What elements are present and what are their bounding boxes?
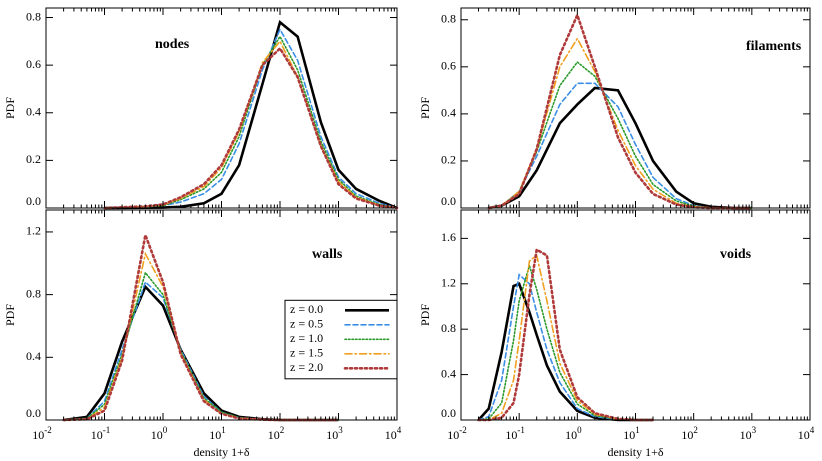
panel-label: nodes — [155, 37, 190, 52]
y-tick-label: 0.4 — [26, 349, 41, 363]
x-tick-base: 10 — [623, 428, 635, 442]
x-tick-label: 10-1 — [505, 425, 525, 442]
x-tick-base: 10 — [505, 428, 517, 442]
x-tick-exponent: 3 — [752, 425, 757, 435]
legend-label: z = 1.5 — [290, 346, 323, 360]
legend: z = 0.0z = 0.5z = 1.0z = 1.5z = 2.0 — [284, 299, 398, 380]
x-tick-label: 101 — [623, 425, 640, 442]
y-tick-label: 0.2 — [26, 152, 41, 166]
pdf-curve — [477, 254, 654, 421]
y-axis-label: PDF — [3, 97, 17, 119]
x-tick-base: 10 — [209, 428, 221, 442]
x-tick-base: 10 — [32, 428, 44, 442]
y-tick-label: 0.8 — [26, 9, 41, 23]
panel: 0.0 0.2 0.4 0.6 0.8 nodes PDF — [3, 7, 399, 210]
y-axis-label: PDF — [418, 304, 432, 326]
plot-frame — [460, 7, 811, 209]
y-axis-label: PDF — [418, 97, 432, 119]
x-tick-exponent: 1 — [221, 425, 226, 435]
x-tick-base: 10 — [91, 428, 103, 442]
y-tick-label: 1.2 — [26, 224, 41, 238]
y-tick-label: 0.0 — [26, 194, 41, 208]
x-tick-exponent: -1 — [517, 425, 525, 435]
x-tick-label: 104 — [385, 425, 402, 442]
pdf-curve — [487, 82, 753, 209]
panel: 0.0 0.2 0.4 0.6 0.8 filaments PDF — [418, 7, 811, 210]
pdf-curve — [477, 247, 655, 422]
pdf-curve — [103, 27, 398, 209]
x-tick-exponent: 3 — [338, 425, 343, 435]
x-tick-label: 10-1 — [91, 425, 111, 442]
x-tick-label: 104 — [798, 425, 815, 442]
x-tick-exponent: 0 — [577, 425, 582, 435]
x-tick-exponent: 2 — [693, 425, 698, 435]
x-tick-exponent: -2 — [44, 425, 52, 435]
y-tick-label: 0.8 — [441, 321, 456, 335]
pdf-curve — [104, 20, 398, 210]
x-axis-label: density 1+δ — [607, 445, 663, 459]
legend-label: z = 2.0 — [290, 360, 323, 374]
y-tick-label: 0.0 — [441, 194, 456, 208]
y-tick-label: 0.8 — [26, 286, 41, 300]
x-tick-base: 10 — [681, 428, 693, 442]
y-tick-label: 0.6 — [441, 59, 456, 73]
x-tick-exponent: 1 — [635, 425, 640, 435]
x-tick-label: 100 — [565, 425, 582, 442]
y-tick-label: 0.4 — [441, 106, 456, 120]
y-tick-label: 1.6 — [441, 230, 456, 244]
y-tick-label: 0.4 — [441, 366, 456, 380]
x-tick-exponent: 0 — [163, 425, 168, 435]
x-tick-base: 10 — [151, 428, 163, 442]
x-tick-exponent: 4 — [397, 425, 402, 435]
x-tick-label: 101 — [209, 425, 226, 442]
x-tick-base: 10 — [798, 428, 810, 442]
y-axis-label: PDF — [3, 304, 17, 326]
panel-label: voids — [720, 247, 752, 262]
x-tick-label: 103 — [740, 425, 757, 442]
y-tick-label: 0.6 — [26, 57, 41, 71]
legend-label: z = 1.0 — [290, 331, 323, 345]
pdf-curve — [103, 46, 399, 210]
x-tick-base: 10 — [268, 428, 280, 442]
panel: 10-2 10-1 100 101 102 103 1040.00.40.81.2walls… — [3, 209, 402, 459]
x-tick-exponent: -2 — [459, 425, 467, 435]
y-tick-label: 0.8 — [441, 12, 456, 26]
pdf-curve — [477, 282, 654, 422]
plot-frame — [460, 209, 811, 421]
pdf-curve — [488, 86, 752, 210]
y-tick-label: 0.4 — [26, 105, 41, 119]
legend-label: z = 0.5 — [290, 317, 323, 331]
panel: 10-2 10-1 100 101 102 103 1040.00.40.81.21.6vo… — [418, 209, 815, 459]
x-tick-base: 10 — [385, 428, 397, 442]
x-axis-label: density 1+δ — [193, 445, 249, 459]
y-tick-label: 1.2 — [441, 276, 456, 290]
x-tick-exponent: 4 — [810, 425, 815, 435]
x-tick-exponent: -1 — [103, 425, 111, 435]
x-tick-base: 10 — [326, 428, 338, 442]
x-tick-label: 10-2 — [447, 425, 467, 442]
x-tick-label: 100 — [151, 425, 168, 442]
x-tick-label: 10-2 — [32, 425, 52, 442]
x-tick-label: 103 — [326, 425, 343, 442]
legend-label: z = 0.0 — [290, 302, 323, 316]
x-tick-label: 102 — [268, 425, 285, 442]
x-tick-base: 10 — [565, 428, 577, 442]
x-tick-base: 10 — [447, 428, 459, 442]
panel-label: filaments — [746, 39, 802, 54]
y-tick-label: 0.0 — [441, 406, 456, 420]
x-tick-label: 102 — [681, 425, 698, 442]
x-tick-exponent: 2 — [280, 425, 285, 435]
y-tick-label: 0.0 — [26, 406, 41, 420]
y-tick-label: 0.2 — [441, 153, 456, 167]
pdf-curve — [487, 11, 754, 210]
panel-label: walls — [312, 247, 343, 262]
x-tick-base: 10 — [740, 428, 752, 442]
